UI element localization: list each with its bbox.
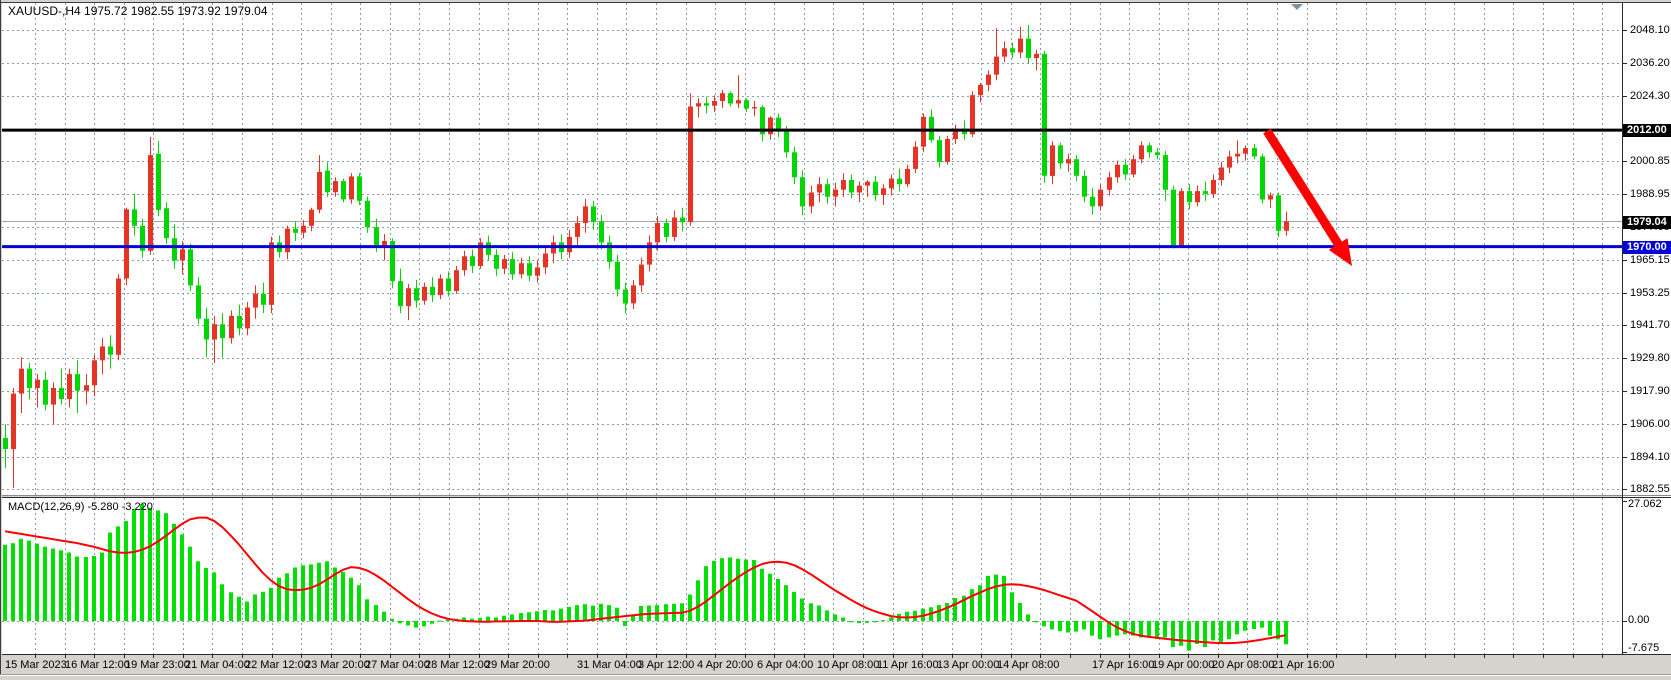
price-label: 2036.20 <box>1630 57 1670 69</box>
macd-indicator-label: MACD(12,26,9) -5.280 -3.220 <box>8 501 153 513</box>
time-label: 10 Apr 08:00 <box>817 659 880 671</box>
price-label: 1953.25 <box>1630 287 1670 299</box>
time-label: 13 Apr 00:00 <box>937 659 1000 671</box>
time-label: 14 Apr 08:00 <box>997 659 1060 671</box>
price-label: 2000.85 <box>1630 155 1670 167</box>
time-label: 28 Mar 12:00 <box>425 659 490 671</box>
price-label: 1906.00 <box>1630 418 1670 430</box>
macd-axis-zero-label: 0.00 <box>1628 614 1650 626</box>
time-label: 27 Mar 04:00 <box>365 659 430 671</box>
time-label: 17 Apr 16:00 <box>1092 659 1155 671</box>
time-label: 16 Mar 12:00 <box>65 659 130 671</box>
time-label: 3 Apr 12:00 <box>638 659 695 671</box>
price-label: 1882.55 <box>1630 483 1670 495</box>
time-label: 22 Mar 12:00 <box>245 659 310 671</box>
time-label: 4 Apr 20:00 <box>697 659 754 671</box>
chart-symbol-title: XAUUSD-,H4 1975.72 1982.55 1973.92 1979.… <box>8 4 268 18</box>
time-label: 19 Apr 00:00 <box>1152 659 1215 671</box>
shift-marker-icon <box>1291 4 1303 10</box>
bid-price-badge: 1979.04 <box>1623 216 1671 229</box>
price-label: 1929.80 <box>1630 352 1670 364</box>
time-label: 21 Mar 04:00 <box>185 659 250 671</box>
time-label: 19 Mar 23:00 <box>125 659 190 671</box>
time-label: 31 Mar 04:00 <box>577 659 642 671</box>
macd-signal-line <box>4 516 1286 645</box>
support-price-badge: 1970.00 <box>1623 241 1671 254</box>
price-label: 1965.15 <box>1630 254 1670 266</box>
macd-axis-max-label: 27.062 <box>1628 498 1662 510</box>
resistance-price-badge: 2012.00 <box>1623 124 1671 137</box>
price-label: 2048.10 <box>1630 24 1670 36</box>
time-label: 6 Apr 04:00 <box>757 659 814 671</box>
time-label: 23 Mar 20:00 <box>305 659 370 671</box>
price-label: 1988.95 <box>1630 188 1670 200</box>
macd-axis-min-label: -7.675 <box>1628 642 1660 654</box>
time-label: 29 Mar 20:00 <box>485 659 550 671</box>
price-label: 2024.30 <box>1630 90 1670 102</box>
time-label: 21 Apr 16:00 <box>1272 659 1335 671</box>
time-label: 20 Apr 08:00 <box>1212 659 1275 671</box>
trend-arrow[interactable] <box>1263 128 1352 266</box>
price-label: 1917.90 <box>1630 385 1670 397</box>
price-label: 1941.70 <box>1630 319 1670 331</box>
time-label: 11 Apr 16:00 <box>877 659 939 671</box>
time-label: 15 Mar 2023 <box>5 659 67 671</box>
price-label: 1894.10 <box>1630 451 1670 463</box>
